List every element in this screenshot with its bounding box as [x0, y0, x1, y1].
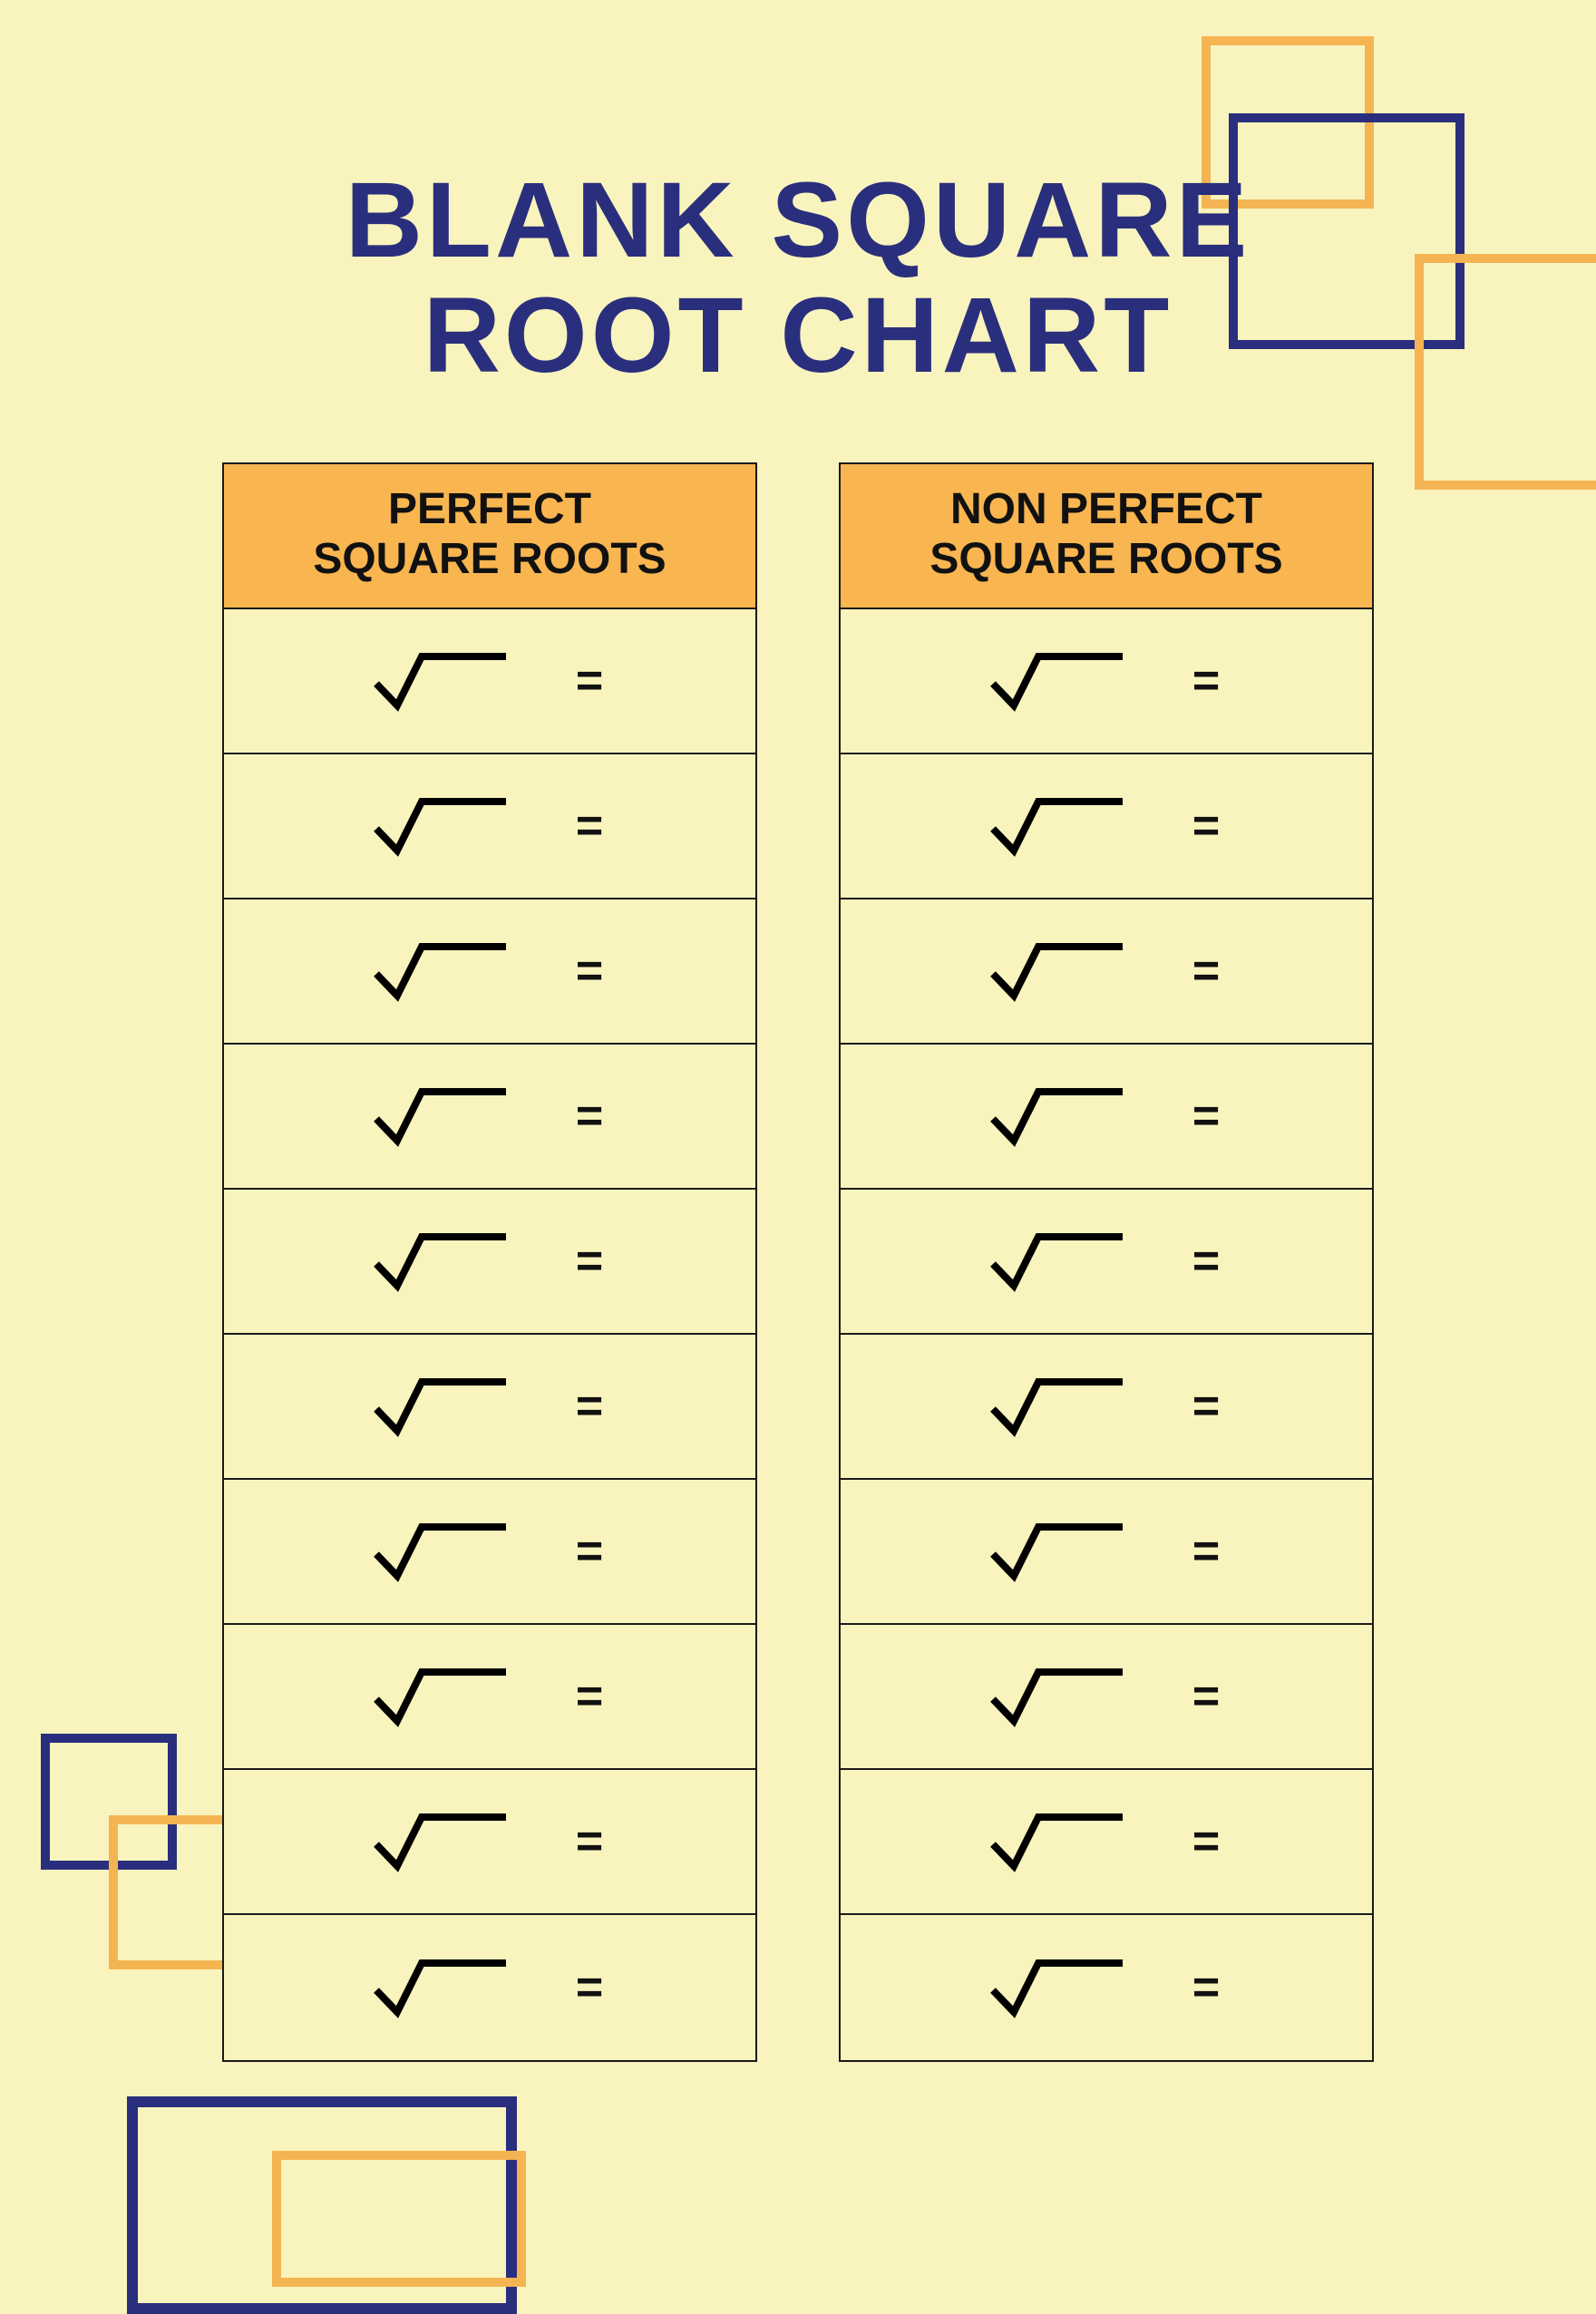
table-header: PERFECT SQUARE ROOTS: [224, 464, 755, 609]
square-root-icon: [988, 649, 1124, 713]
equals-sign: =: [571, 944, 608, 998]
table-perfect-square-roots: PERFECT SQUARE ROOTS = = = = = = = = = =: [222, 462, 757, 2062]
equals-sign: =: [571, 1814, 608, 1869]
page-title: BLANK SQUARE ROOT CHART: [0, 163, 1596, 394]
square-root-icon: [372, 1665, 508, 1728]
equals-sign: =: [1188, 944, 1224, 998]
table-row: =: [841, 1915, 1372, 2060]
equals-sign: =: [1188, 1524, 1224, 1579]
table-row: =: [841, 1480, 1372, 1625]
table-row: =: [224, 1915, 755, 2060]
table-row: =: [841, 899, 1372, 1045]
table-row: =: [841, 754, 1372, 899]
equals-sign: =: [571, 654, 608, 708]
equals-sign: =: [571, 1669, 608, 1724]
table-row: =: [841, 1335, 1372, 1480]
table-row: =: [224, 1480, 755, 1625]
square-root-icon: [988, 1956, 1124, 2019]
square-root-icon: [372, 1520, 508, 1583]
equals-sign: =: [571, 1234, 608, 1288]
equals-sign: =: [571, 1524, 608, 1579]
equals-sign: =: [1188, 799, 1224, 853]
square-root-icon: [372, 1230, 508, 1293]
deco-square-orange: [272, 2151, 526, 2287]
header-line-1: NON PERFECT: [950, 485, 1262, 533]
table-row: =: [841, 1770, 1372, 1915]
table-row: =: [841, 609, 1372, 754]
square-root-icon: [988, 794, 1124, 858]
table-row: =: [841, 1625, 1372, 1770]
equals-sign: =: [571, 799, 608, 853]
equals-sign: =: [1188, 1234, 1224, 1288]
square-root-icon: [372, 794, 508, 858]
square-root-icon: [988, 1810, 1124, 1873]
equals-sign: =: [1188, 1089, 1224, 1143]
square-root-icon: [988, 939, 1124, 1003]
square-root-icon: [372, 1956, 508, 2019]
table-row: =: [224, 899, 755, 1045]
table-row: =: [224, 1045, 755, 1190]
table-row: =: [224, 1770, 755, 1915]
square-root-icon: [988, 1375, 1124, 1438]
header-line-1: PERFECT: [388, 485, 591, 533]
equals-sign: =: [571, 1379, 608, 1434]
table-row: =: [224, 1190, 755, 1335]
square-root-icon: [372, 939, 508, 1003]
table-row: =: [841, 1190, 1372, 1335]
square-root-icon: [372, 1084, 508, 1148]
table-row: =: [224, 1335, 755, 1480]
header-line-2: SQUARE ROOTS: [929, 535, 1282, 583]
square-root-icon: [372, 1375, 508, 1438]
table-row: =: [224, 1625, 755, 1770]
table-row: =: [224, 754, 755, 899]
header-line-2: SQUARE ROOTS: [313, 535, 666, 583]
equals-sign: =: [1188, 1960, 1224, 2015]
square-root-icon: [988, 1665, 1124, 1728]
table-row: =: [224, 609, 755, 754]
equals-sign: =: [571, 1089, 608, 1143]
table-row: =: [841, 1045, 1372, 1190]
tables-container: PERFECT SQUARE ROOTS = = = = = = = = = = NON PERF…: [0, 462, 1596, 2062]
equals-sign: =: [1188, 1379, 1224, 1434]
title-line-1: BLANK SQUARE: [345, 160, 1251, 280]
table-header: NON PERFECT SQUARE ROOTS: [841, 464, 1372, 609]
equals-sign: =: [1188, 654, 1224, 708]
title-line-2: ROOT CHART: [423, 276, 1173, 395]
square-root-icon: [988, 1084, 1124, 1148]
square-root-icon: [988, 1230, 1124, 1293]
square-root-icon: [988, 1520, 1124, 1583]
square-root-icon: [372, 1810, 508, 1873]
equals-sign: =: [1188, 1814, 1224, 1869]
equals-sign: =: [571, 1960, 608, 2015]
equals-sign: =: [1188, 1669, 1224, 1724]
table-non-perfect-square-roots: NON PERFECT SQUARE ROOTS = = = = = = = = = =: [839, 462, 1374, 2062]
square-root-icon: [372, 649, 508, 713]
